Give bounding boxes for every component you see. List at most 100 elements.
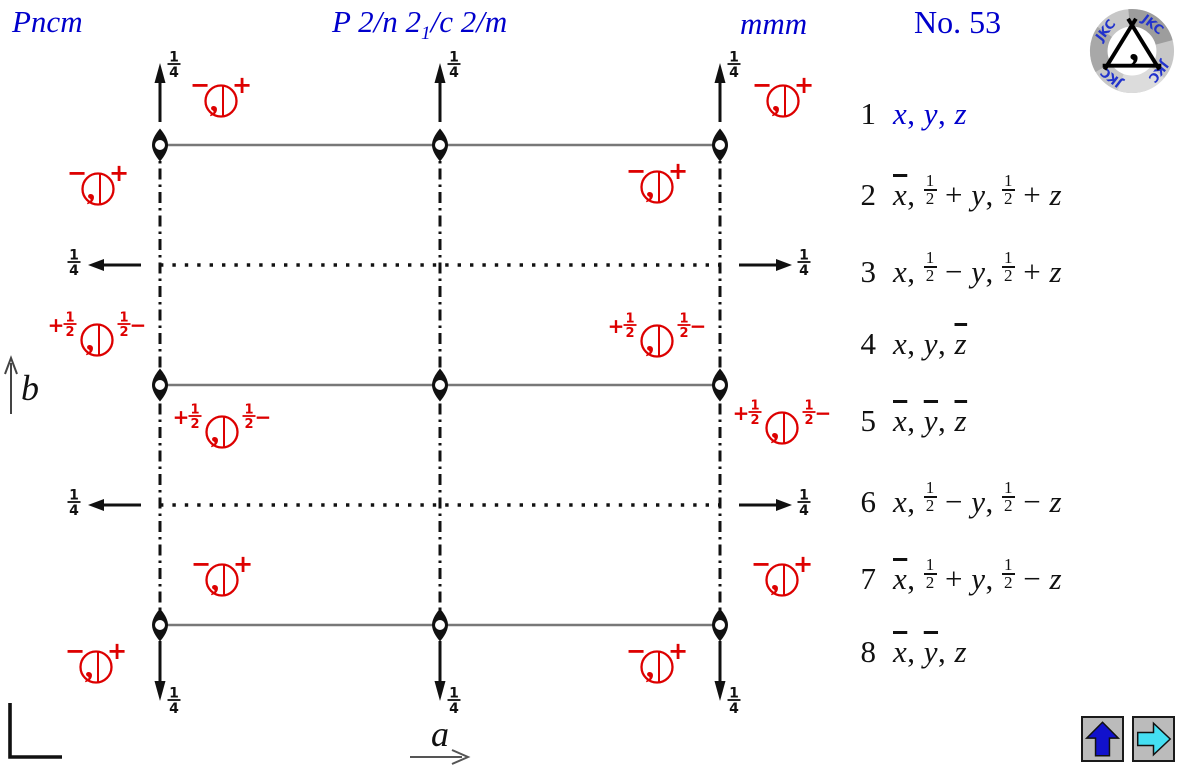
fraction-denominator: 4 — [449, 701, 459, 717]
atom-comma-glyph: , — [771, 561, 780, 598]
quarter-height-label: 14 — [797, 248, 811, 279]
quarter-height-label: 14 — [727, 50, 741, 81]
arrow-head — [88, 259, 104, 271]
fraction-denominator: 4 — [729, 701, 739, 717]
fraction-denominator: 2 — [244, 417, 253, 432]
arrow-head — [714, 63, 726, 83]
in-plane-axis-arrow-left: 14 — [67, 488, 141, 519]
atom-symbol: ,12+ 12− — [608, 312, 707, 360]
fraction-numerator: 1 — [169, 686, 179, 702]
height-sign-label: − — [626, 157, 646, 185]
atom-circle — [205, 415, 239, 449]
short-hermann-mauguin-symbol: Pncm — [12, 4, 83, 39]
half-height-fraction: 12 — [188, 403, 202, 432]
fraction-numerator: 1 — [190, 403, 199, 418]
lens-open-centre — [155, 140, 165, 150]
fraction-denominator: 2 — [679, 326, 688, 341]
atom-comma-glyph: , — [87, 170, 96, 207]
height-sign-label: + — [794, 71, 814, 99]
nav-next-button[interactable] — [1132, 716, 1175, 762]
nav-up-button[interactable] — [1081, 716, 1124, 762]
fraction-denominator: 4 — [799, 263, 809, 279]
arrow-head — [88, 499, 104, 511]
in-plane-axis-arrow-left: 14 — [67, 248, 141, 279]
two-fold-axis-icon — [432, 608, 448, 642]
axis-b-label: b — [21, 368, 39, 408]
fraction-denominator: 2 — [804, 413, 813, 428]
height-sign-label: − — [65, 637, 85, 665]
height-sign-label: + — [668, 157, 688, 185]
screw-axis-subscript: 1 — [421, 23, 431, 45]
height-sign-label: + — [668, 637, 688, 665]
arrow-head — [154, 681, 166, 701]
logo-comma-glyph: , — [1129, 23, 1139, 69]
fraction-numerator: 1 — [625, 312, 634, 327]
fraction-denominator: 4 — [169, 701, 179, 717]
height-sign-label: − — [67, 159, 87, 187]
quarter-height-label: 14 — [67, 248, 81, 279]
axis-a: a — [410, 714, 471, 765]
logo-inner-disc — [1107, 26, 1157, 76]
axis-b-arrow-head — [4, 355, 18, 375]
quarter-height-label: 14 — [797, 488, 811, 519]
fraction-numerator: 1 — [69, 248, 79, 264]
atom-circle — [79, 650, 113, 684]
fraction-denominator: 4 — [69, 503, 79, 519]
fraction-numerator: 1 — [799, 488, 809, 504]
two-fold-axis-icon — [712, 368, 728, 402]
point-group-symbol: mmm — [740, 6, 808, 41]
atom-comma-glyph: , — [646, 648, 655, 685]
half-height-fraction: 12 — [117, 311, 131, 340]
in-plane-axis-arrow-right: 14 — [739, 248, 811, 279]
in-plane-axis-arrow-up: 14 — [154, 50, 181, 122]
fraction-numerator: 1 — [169, 50, 179, 66]
atom-comma-glyph: , — [85, 648, 94, 685]
height-sign-label: − — [626, 637, 646, 665]
atom-symbol: ,− + — [626, 157, 688, 205]
arrow-head — [434, 63, 446, 83]
lens-open-centre — [715, 380, 725, 390]
two-fold-axis-icon — [712, 608, 728, 642]
height-sign-label: + — [733, 401, 750, 425]
atom-comma-glyph: , — [211, 561, 220, 598]
origin-corner-mark — [8, 703, 62, 759]
atom-symbol: ,− + — [752, 71, 814, 119]
two-fold-axis-icon — [152, 608, 168, 642]
atom-symbol: ,− + — [190, 71, 252, 119]
two-fold-axis-icon — [712, 128, 728, 162]
height-sign-label: + — [608, 314, 625, 338]
arrow-head — [434, 681, 446, 701]
atom-circle — [765, 411, 799, 445]
half-height-fraction: 12 — [748, 399, 762, 428]
axis-b: b — [4, 355, 39, 414]
atom-symbol: ,12+ 12− — [173, 403, 272, 451]
height-sign-label: − — [190, 71, 210, 99]
logo-triangle-edge — [1102, 17, 1138, 71]
two-fold-axis-icon — [432, 128, 448, 162]
lens-open-centre — [715, 140, 725, 150]
fraction-numerator: 1 — [804, 399, 813, 414]
height-sign-label: − — [130, 313, 147, 337]
atom-comma-glyph: , — [772, 82, 781, 119]
fraction-numerator: 1 — [119, 311, 128, 326]
lens-open-centre — [715, 620, 725, 630]
atom-comma-glyph: , — [211, 413, 220, 450]
two-fold-axis-icon — [432, 368, 448, 402]
full-hermann-mauguin-symbol: P 2/n 21/c 2/m — [332, 4, 508, 45]
lens-open-centre — [435, 140, 445, 150]
atom-symbol: ,− + — [191, 550, 253, 598]
half-height-fraction: 12 — [242, 403, 256, 432]
fraction-numerator: 1 — [729, 50, 739, 66]
fraction-numerator: 1 — [729, 686, 739, 702]
fraction-numerator: 1 — [799, 248, 809, 264]
lens-open-centre — [435, 620, 445, 630]
right-arrow-icon — [1136, 721, 1172, 757]
atom-comma-glyph: , — [771, 409, 780, 446]
fraction-numerator: 1 — [449, 50, 459, 66]
height-sign-label: + — [793, 550, 813, 578]
atom-comma-glyph: , — [646, 322, 655, 359]
in-plane-axis-arrow-up: 14 — [714, 50, 741, 122]
atom-comma-glyph: , — [210, 82, 219, 119]
